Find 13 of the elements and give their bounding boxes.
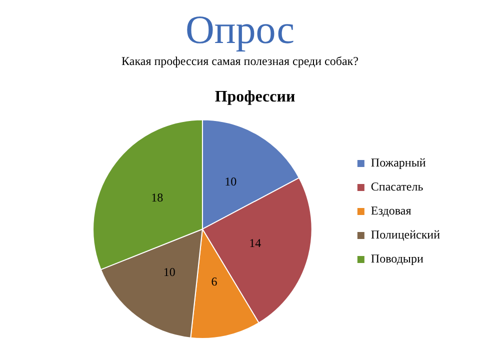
data-label: 18 xyxy=(151,190,164,205)
chart-title: Опрос xyxy=(184,6,296,53)
data-label: 6 xyxy=(211,274,218,289)
legend-label: Пожарный xyxy=(370,156,426,170)
data-label: 10 xyxy=(163,264,176,279)
text: Профессии xyxy=(214,88,296,106)
legend-label: Поводыри xyxy=(370,252,424,266)
chart-subtitle: Какая профессия самая полезная среди собак? xyxy=(120,54,360,69)
legend-label: Ездовая xyxy=(370,204,412,218)
legend-label: Спасатель xyxy=(370,180,424,194)
data-label: 10 xyxy=(224,174,237,188)
data-label: 14 xyxy=(249,236,262,250)
legend-label: Полицейский xyxy=(370,228,441,242)
